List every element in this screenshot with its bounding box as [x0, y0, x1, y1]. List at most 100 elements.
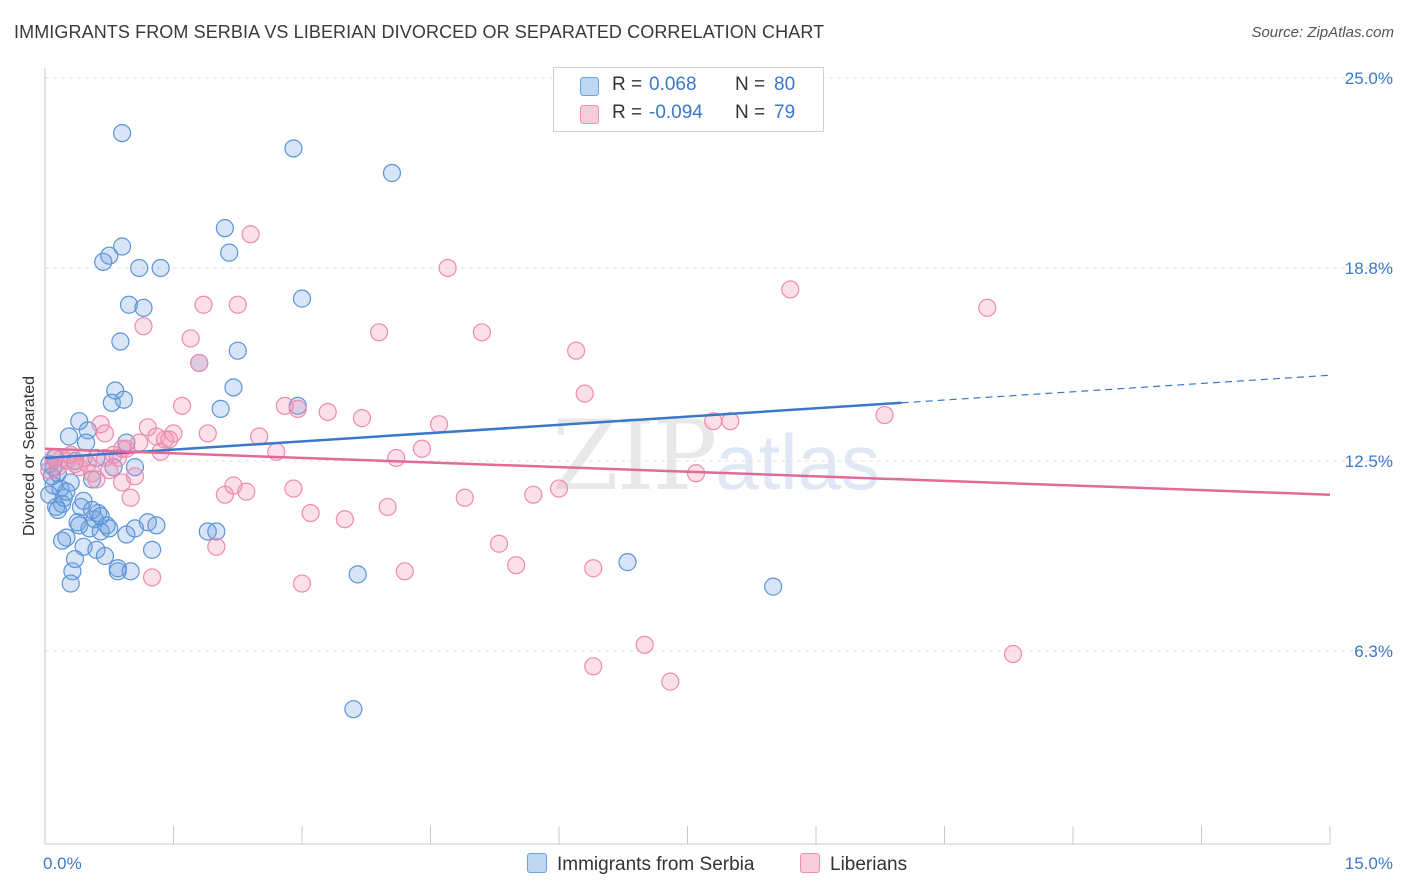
serbia-point: [70, 516, 89, 535]
serbia-trend-line: [44, 401, 902, 460]
liberians-point: [87, 470, 106, 489]
liberians-point: [524, 485, 543, 504]
serbia-point: [764, 577, 783, 596]
liberians-point: [1003, 644, 1023, 664]
series-label-serbia: Immigrants from Serbia: [557, 854, 755, 875]
liberians-point: [172, 396, 192, 415]
series-legend-liberians: Liberians: [800, 853, 907, 876]
serbia-point: [114, 390, 133, 409]
trend-lines: [44, 374, 1331, 496]
liberians-point: [567, 341, 586, 360]
serbia-point: [59, 427, 79, 446]
serbia-point: [292, 289, 312, 308]
serbia-point: [111, 332, 130, 351]
serbia-point: [48, 500, 67, 520]
y-tick-label: 6.3%: [1354, 642, 1393, 661]
chart-title: IMMIGRANTS FROM SERBIA VS LIBERIAN DIVOR…: [14, 22, 825, 42]
serbia-point: [211, 399, 230, 419]
liberians-point: [181, 329, 200, 348]
serbia-point: [108, 559, 127, 578]
serbia-point: [130, 258, 149, 278]
serbia-point: [112, 237, 132, 256]
liberians-point: [250, 427, 269, 446]
legend-row-liberians: R = -0.094 N = 79: [554, 102, 823, 126]
serbia-point: [61, 473, 80, 492]
liberians-point: [575, 384, 594, 403]
serbia-point: [215, 219, 234, 238]
serbia-point: [40, 485, 59, 504]
liberians-point: [978, 298, 997, 317]
correlation-legend: R = 0.068 N = 80 R = -0.094 N = 79: [553, 67, 824, 132]
liberians-point: [352, 409, 372, 428]
liberians-point: [288, 399, 307, 419]
legend-swatch-liberians: [580, 105, 599, 124]
legend-r-label: R =: [612, 74, 643, 95]
serbia-point: [95, 546, 115, 566]
serbia-point: [142, 540, 162, 559]
liberians-point: [455, 488, 474, 507]
series-swatch-serbia: [527, 853, 547, 873]
liberians-point: [228, 295, 247, 314]
serbia-point: [348, 565, 367, 584]
serbia-point: [207, 522, 226, 541]
y-tick-label: 25.0%: [1345, 69, 1393, 88]
serbia-point: [125, 458, 145, 477]
chart-source: Source: ZipAtlas.com: [1251, 24, 1394, 41]
liberians-point: [237, 482, 256, 501]
legend-n-label: N =: [735, 102, 766, 123]
liberians-point: [395, 562, 414, 581]
serbia-point: [151, 258, 170, 278]
liberians-point: [91, 415, 110, 434]
liberians-point: [378, 497, 397, 517]
grid-lines: [45, 77, 1395, 652]
liberians-point: [472, 323, 491, 342]
liberians-point: [318, 402, 337, 422]
liberians-point: [112, 439, 132, 458]
serbia-point: [61, 574, 80, 593]
serbia-point: [125, 519, 145, 538]
legend-r-value: 0.068: [649, 74, 697, 95]
liberians-point: [412, 439, 432, 458]
liberians-point: [160, 430, 179, 449]
serbia-point: [220, 243, 239, 262]
liberians-point: [134, 317, 153, 336]
watermark: ZIPatlas: [552, 400, 880, 512]
serbia-point: [112, 124, 132, 143]
y-tick-label: 18.8%: [1345, 259, 1393, 278]
serbia-point: [228, 341, 247, 360]
liberians-point: [292, 574, 312, 593]
legend-n-value: 80: [774, 74, 796, 95]
liberians-point: [194, 295, 213, 314]
serbia-point: [134, 298, 153, 317]
serbia-point: [80, 519, 99, 538]
serbia-point: [100, 519, 119, 538]
x-tick-label: 15.0%: [1345, 854, 1393, 873]
x-tick-label: 0.0%: [43, 854, 82, 873]
liberians-point: [549, 479, 569, 498]
watermark-zip: ZIP: [552, 400, 717, 512]
liberians-point: [584, 559, 603, 578]
liberians-point: [142, 568, 162, 587]
liberians-point: [387, 448, 406, 468]
liberians-point: [95, 424, 115, 443]
serbia-point: [119, 295, 139, 314]
liberians-point: [661, 672, 680, 691]
serbia-point: [224, 378, 243, 397]
liberians-point: [207, 537, 226, 556]
serbia-point: [284, 139, 303, 158]
series-swatch-liberians: [800, 853, 820, 873]
liberians-point: [335, 510, 354, 529]
liberians-trend-line: [44, 447, 1331, 496]
serbia-point: [147, 516, 166, 535]
liberians-point: [489, 534, 509, 553]
liberians-point: [198, 424, 217, 443]
series-legend-serbia: Immigrants from Serbia: [527, 853, 754, 876]
liberians-point: [121, 488, 140, 507]
y-axis-label: Divorced or Separated: [21, 376, 38, 536]
serbia-point: [618, 553, 637, 572]
liberians-point: [584, 657, 603, 676]
legend-r-label: R =: [612, 102, 643, 123]
serbia-point: [53, 531, 72, 550]
y-tick-label: 12.5%: [1345, 452, 1393, 471]
